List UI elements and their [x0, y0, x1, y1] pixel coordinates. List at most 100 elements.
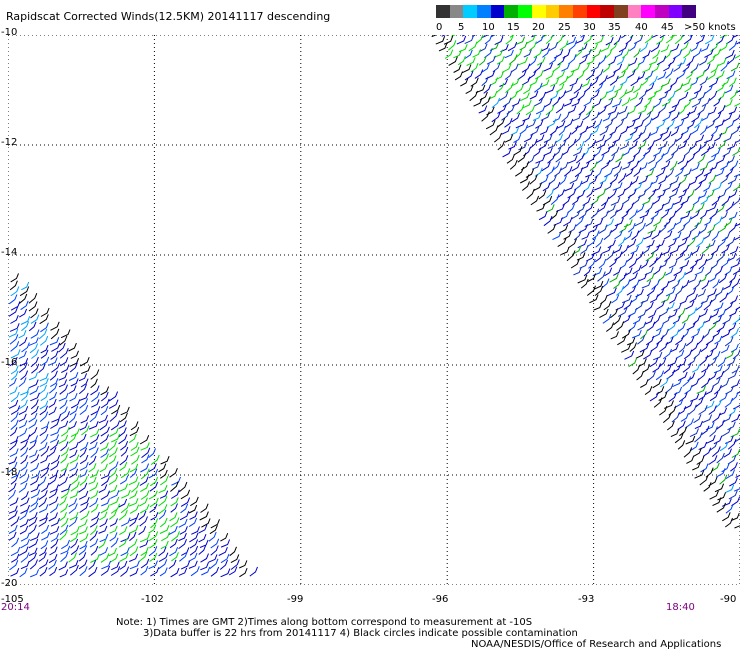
wind-vector: [670, 77, 679, 87]
wind-vector: [668, 392, 677, 403]
wind-vector: [678, 391, 688, 403]
wind-vector: [693, 414, 702, 424]
wind-vector: [707, 154, 717, 164]
wind-vector: [628, 357, 638, 368]
wind-vector: [668, 405, 677, 416]
wind-vector: [660, 160, 671, 170]
wind-vector: [591, 98, 602, 108]
wind-vector: [69, 511, 79, 521]
legend-swatch-1: [449, 5, 464, 18]
wind-vector: [597, 202, 607, 213]
wind-vector: [48, 512, 58, 522]
wind-vector: [732, 35, 740, 39]
wind-vector: [665, 152, 675, 163]
wind-vector: [40, 344, 49, 354]
wind-vector: [544, 98, 553, 108]
wind-vector: [697, 154, 706, 164]
wind-vector: [40, 462, 50, 472]
wind-vector: [159, 525, 170, 534]
wind-vector: [40, 433, 49, 444]
wind-vector: [59, 512, 67, 522]
wind-vector: [633, 48, 641, 58]
wind-vector: [28, 301, 38, 312]
wind-vector: [8, 294, 18, 305]
wind-vector: [78, 482, 88, 493]
wind-vector: [555, 103, 565, 114]
wind-vector: [543, 147, 553, 157]
wind-vector: [713, 384, 722, 395]
wind-vector: [724, 350, 735, 360]
wind-vector: [645, 335, 655, 346]
wind-vector: [589, 294, 599, 304]
wind-vector: [20, 447, 29, 458]
wind-vector: [727, 175, 738, 185]
wind-vector: [640, 295, 650, 304]
wind-vector: [677, 223, 686, 234]
wind-vector: [591, 111, 600, 121]
wind-vector: [99, 518, 108, 528]
wind-vector: [119, 412, 128, 423]
wind-vector: [674, 432, 684, 444]
wind-vector: [716, 155, 726, 164]
wind-vector: [727, 54, 736, 65]
wind-vector: [691, 98, 702, 108]
wind-vector: [705, 266, 713, 277]
wind-vector: [160, 540, 169, 550]
wind-vector: [720, 35, 728, 39]
wind-vector: [674, 217, 683, 226]
wind-vector: [109, 525, 118, 534]
wind-vector: [652, 363, 661, 373]
wind-vector: [631, 195, 641, 206]
wind-vector: [654, 203, 665, 214]
wind-vector: [526, 155, 535, 165]
wind-vector: [526, 119, 536, 129]
wind-vector: [50, 350, 59, 360]
wind-vector: [697, 288, 706, 297]
wind-vector: [48, 447, 57, 457]
wind-vector: [678, 189, 687, 198]
wind-vector: [200, 562, 209, 571]
wind-vector: [718, 127, 728, 136]
wind-vector: [518, 142, 528, 151]
wind-vector: [58, 372, 68, 381]
wind-vector: [710, 342, 719, 352]
wind-vector: [606, 154, 616, 165]
wind-vector: [621, 343, 631, 353]
wind-vector: [611, 146, 620, 157]
wind-vector: [695, 35, 705, 45]
wind-vector: [517, 152, 527, 163]
wind-vector: [483, 84, 492, 94]
wind-vector: [653, 265, 662, 275]
legend-swatch-18: [682, 5, 697, 18]
wind-vector: [663, 217, 672, 227]
wind-vector: [19, 518, 29, 528]
wind-vector: [39, 411, 49, 422]
wind-vector: [50, 427, 61, 436]
wind-vector: [648, 309, 657, 319]
wind-vector: [50, 538, 59, 549]
wind-vector: [79, 398, 89, 409]
wind-vector: [78, 552, 87, 562]
wind-vector: [664, 252, 672, 262]
wind-vector: [632, 279, 640, 289]
wind-vector: [724, 397, 734, 408]
wind-vector: [564, 182, 575, 192]
wind-vector: [640, 329, 649, 340]
wind-vector: [709, 208, 719, 220]
swath-east: [431, 35, 740, 529]
wind-vector: [100, 398, 110, 409]
wind-vector: [629, 342, 637, 352]
wind-vector: [18, 362, 28, 373]
wind-vector: [657, 271, 666, 282]
wind-vector: [120, 468, 131, 479]
wind-vector: [38, 504, 49, 513]
wind-vector: [672, 378, 683, 388]
wind-vector: [229, 546, 237, 557]
wind-vector: [712, 351, 721, 361]
wind-vector: [556, 203, 565, 212]
wind-vector: [622, 294, 632, 304]
wind-vector: [685, 204, 695, 214]
wind-vector: [726, 119, 735, 129]
wind-vector: [10, 349, 21, 359]
wind-vector: [633, 147, 642, 158]
